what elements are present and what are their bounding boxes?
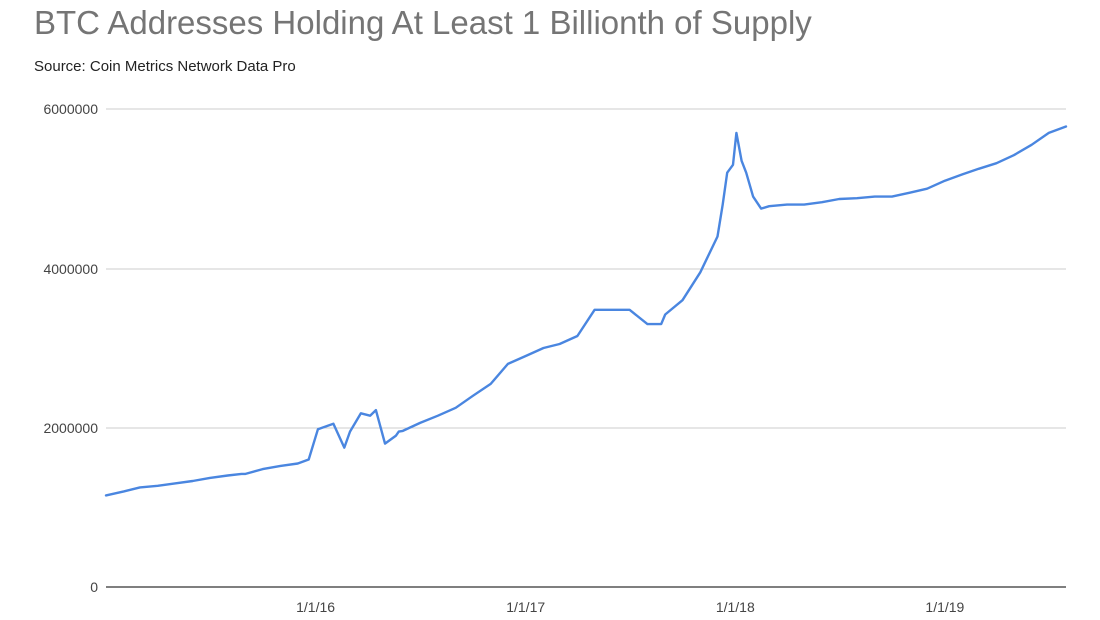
series-line	[104, 125, 1068, 497]
x-tick-label-2: 1/1/18	[716, 599, 755, 615]
x-tick-label-1: 1/1/17	[506, 599, 545, 615]
y-tick-label-1: 2000000	[43, 420, 98, 436]
y-gridlines	[106, 108, 1066, 429]
chart-subtitle: Source: Coin Metrics Network Data Pro	[34, 58, 296, 75]
y-tick-label-2: 4000000	[43, 261, 98, 277]
y-tick-label-3: 6000000	[43, 101, 98, 117]
y-tick-labels: 0 2000000 4000000 6000000	[43, 101, 98, 595]
x-tick-label-0: 1/1/16	[296, 599, 335, 615]
x-tick-label-3: 1/1/19	[925, 599, 964, 615]
y-tick-label-0: 0	[90, 579, 98, 595]
x-tick-labels: 1/1/16 1/1/17 1/1/18 1/1/19	[296, 599, 964, 615]
chart-title: BTC Addresses Holding At Least 1 Billion…	[34, 4, 812, 41]
